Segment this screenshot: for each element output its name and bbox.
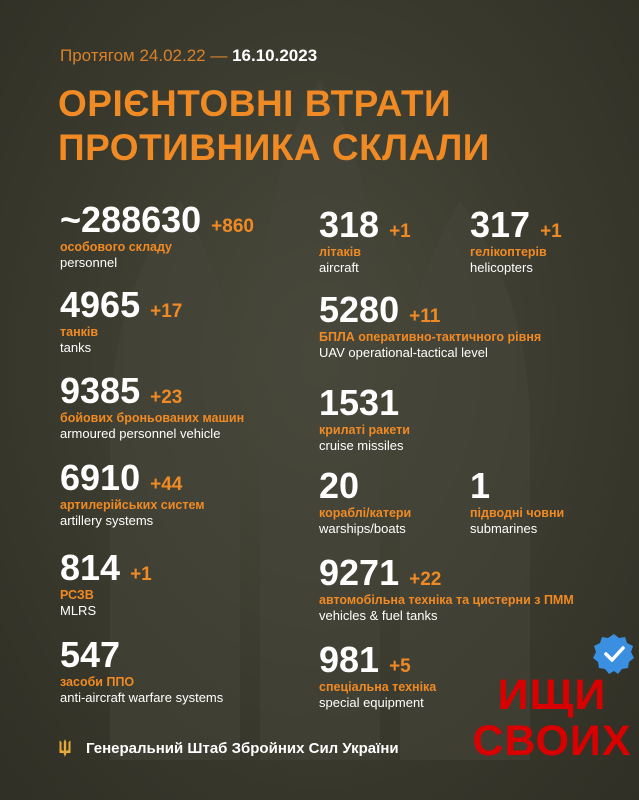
stat-label-en: MLRS — [60, 603, 97, 618]
stat-label-ua: крилаті ракети — [319, 423, 410, 437]
stat-delta: +22 — [409, 569, 442, 590]
stat-delta: +17 — [150, 301, 183, 322]
stat-label-en: helicopters — [470, 260, 533, 275]
stat-value: 317 — [470, 204, 531, 245]
stat-label-en: special equipment — [319, 695, 424, 710]
stat-value: 1 — [470, 465, 491, 506]
stat-label-en: warships/boats — [319, 521, 406, 536]
stat-delta: +5 — [389, 656, 411, 677]
stat-value: 9271 — [319, 552, 400, 593]
stat-cruise-missiles: 1531 крилаті ракети cruise missiles — [319, 385, 410, 454]
stat-label-en: anti-aircraft warfare systems — [60, 690, 224, 705]
stat-label-ua: спеціальна техніка — [319, 680, 437, 694]
stat-submarines: 1 підводні човни submarines — [470, 468, 564, 537]
stat-label-en: tanks — [60, 340, 92, 355]
stat-delta: +11 — [409, 306, 441, 327]
period-line: Протягом 24.02.22 — 16.10.2023 — [60, 46, 317, 66]
stat-value: 5280 — [319, 289, 400, 330]
stat-label-ua: засоби ППО — [60, 675, 135, 689]
stat-apv: 9385 +23 бойових броньованих машин armou… — [60, 373, 244, 442]
stat-label-ua: літаків — [319, 245, 361, 259]
stat-value: 814 — [60, 547, 121, 588]
stat-label-en: cruise missiles — [319, 438, 404, 453]
stat-delta: +1 — [389, 221, 411, 242]
verified-badge-icon — [593, 634, 634, 674]
stat-vehicles: 9271 +22 автомобільна техніка та цистерн… — [319, 555, 574, 624]
stat-aircraft: 318 +1 літаків aircraft — [319, 207, 411, 276]
stat-delta: +44 — [150, 474, 183, 495]
stat-label-en: artillery systems — [60, 513, 154, 528]
stat-value: 20 — [319, 465, 360, 506]
stat-value: 981 — [319, 639, 380, 680]
stat-label-ua: гелікоптерів — [470, 245, 547, 259]
stat-label-en: aircraft — [319, 260, 359, 275]
stat-label-ua: танків — [60, 325, 99, 339]
stat-value: 6910 — [60, 457, 141, 498]
stat-label-en: personnel — [60, 255, 118, 270]
stat-air-defense: 547 засоби ППО anti-aircraft warfare sys… — [60, 637, 223, 706]
stamp-line-1: ИЩИ — [497, 671, 607, 719]
stat-value: 318 — [319, 204, 380, 245]
period-prefix: Протягом 24.02.22 — — [60, 46, 228, 65]
stat-label-en: vehicles & fuel tanks — [319, 608, 438, 623]
stat-artillery: 6910 +44 артилерійських систем artillery… — [60, 460, 205, 529]
stat-label-en: armoured personnel vehicle — [60, 426, 221, 441]
overlay-stamp-text: ИЩИ СВОИХ — [472, 672, 632, 764]
stat-label-ua: автомобільна техніка та цистерни з ПММ — [319, 593, 574, 607]
stat-special-equipment: 981 +5 спеціальна техніка special equipm… — [319, 642, 436, 711]
stat-mlrs: 814 +1 РСЗВ MLRS — [60, 550, 152, 619]
stat-value: 9385 — [60, 370, 141, 411]
footer: Генеральний Штаб Збройних Сил України — [58, 738, 399, 758]
stat-label-ua: підводні човни — [470, 506, 565, 520]
footer-text: Генеральний Штаб Збройних Сил України — [86, 739, 399, 757]
stat-delta: +1 — [540, 221, 562, 242]
stat-helicopters: 317 +1 гелікоптерів helicopters — [470, 207, 562, 276]
stat-label-ua: артилерійських систем — [60, 498, 205, 512]
trident-icon — [59, 739, 71, 757]
stat-warships: 20 кораблі/катери warships/boats — [319, 468, 411, 537]
stat-label-ua: особового складу — [60, 240, 173, 254]
stamp-line-2: СВОИХ — [472, 717, 632, 765]
title-line-2: ПРОТИВНИКА СКЛАЛИ — [58, 127, 490, 168]
title-line-1: ОРІЄНТОВНІ ВТРАТИ — [58, 83, 452, 124]
stat-value: 1531 — [319, 382, 400, 423]
stat-label-en: submarines — [470, 521, 538, 536]
stat-label-en: UAV operational-tactical level — [319, 345, 488, 360]
stat-personnel: ~288630 +860 особового складу personnel — [60, 202, 254, 271]
stat-delta: +1 — [130, 564, 152, 585]
period-date: 16.10.2023 — [232, 46, 318, 65]
stat-label-ua: кораблі/катери — [319, 506, 412, 520]
stat-label-ua: РСЗВ — [60, 588, 94, 602]
page-title: ОРІЄНТОВНІ ВТРАТИ ПРОТИВНИКА СКЛАЛИ — [58, 82, 490, 170]
stat-value: 547 — [60, 634, 121, 675]
stat-value: 4965 — [60, 284, 141, 325]
stat-delta: +23 — [150, 387, 183, 408]
stat-label-ua: БПЛА оперативно-тактичного рівня — [319, 330, 542, 344]
stat-label-ua: бойових броньованих машин — [60, 411, 245, 425]
stat-delta: +860 — [211, 216, 254, 237]
stat-uav: 5280 +11 БПЛА оперативно-тактичного рівн… — [319, 292, 541, 361]
stat-tanks: 4965 +17 танків tanks — [60, 287, 182, 356]
stat-value: ~288630 — [60, 199, 202, 240]
